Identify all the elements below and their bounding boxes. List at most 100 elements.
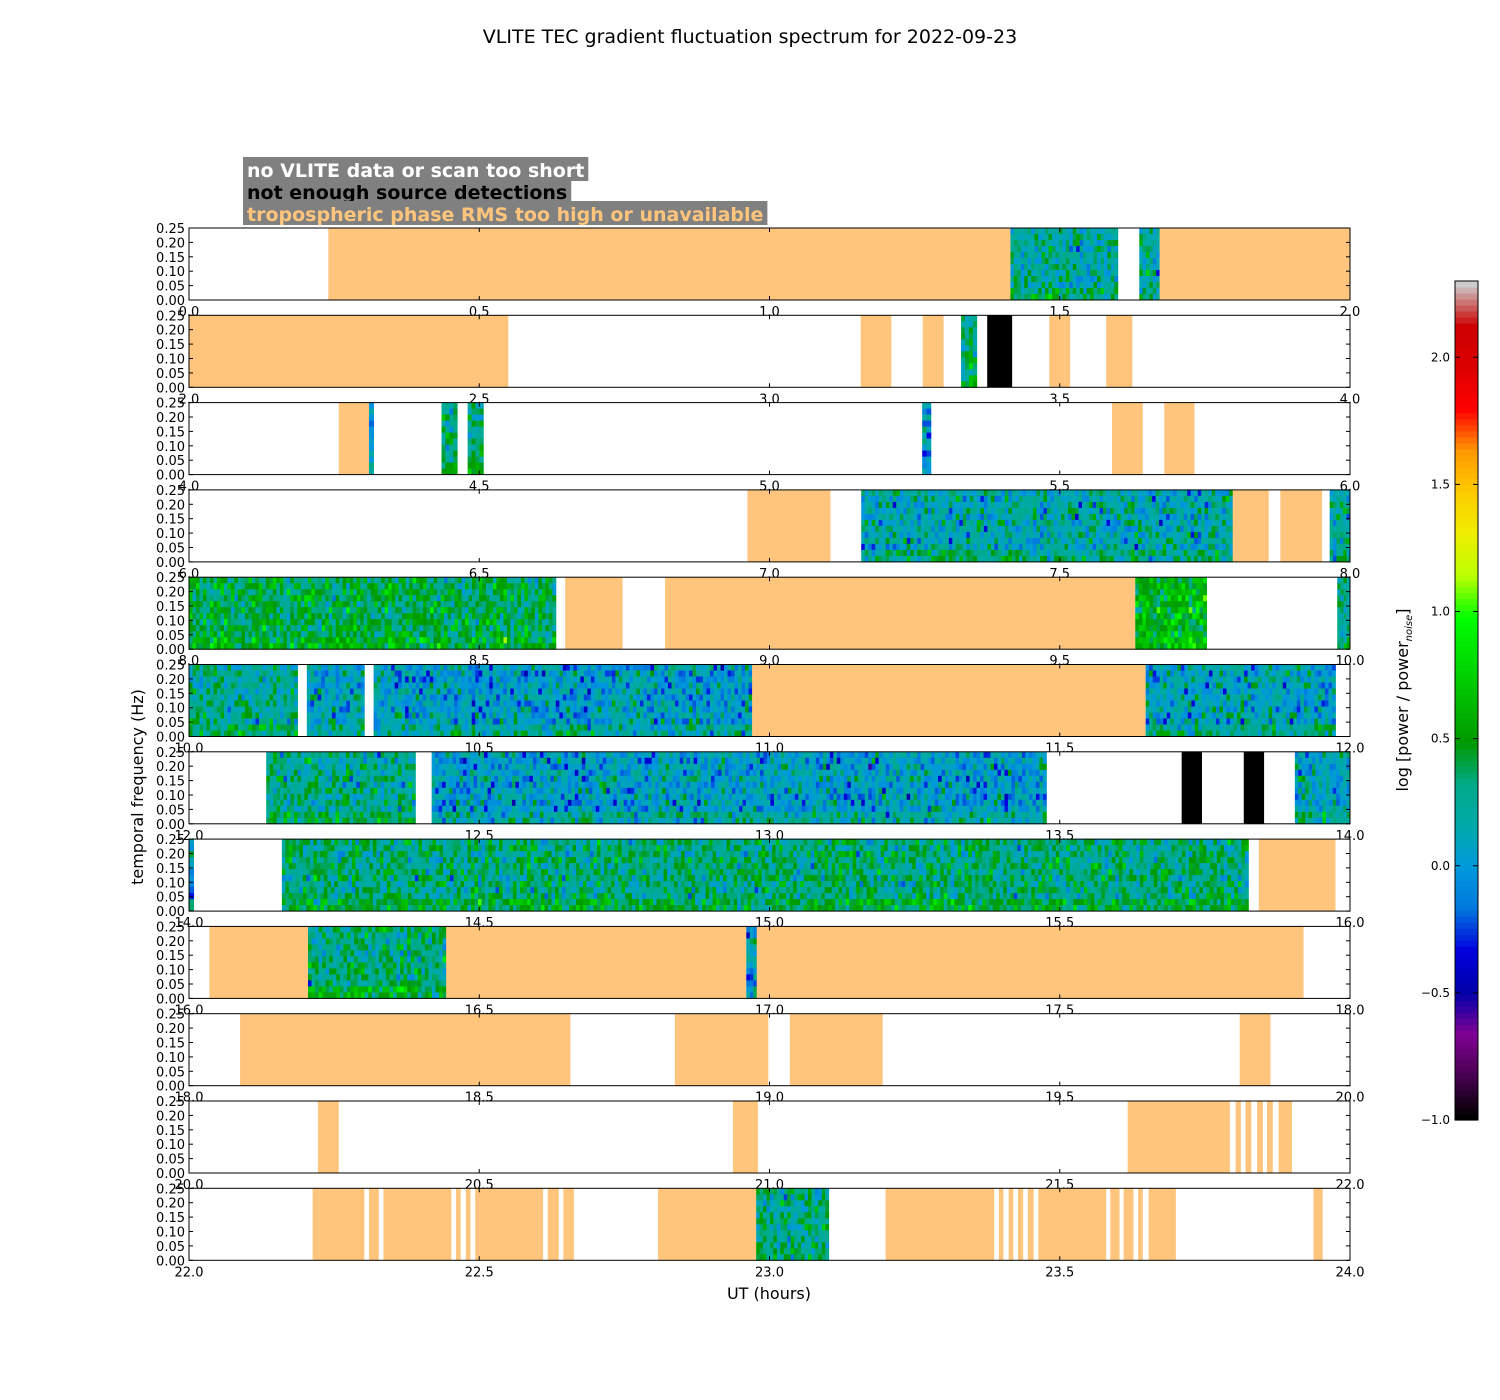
spectrum-cell	[279, 577, 284, 584]
spectrum-cell	[1343, 589, 1348, 596]
spectrum-cell	[482, 601, 487, 608]
spectrum-cell	[1201, 543, 1206, 551]
spectrum-cell	[1106, 525, 1111, 533]
spectrum-cell	[398, 670, 403, 677]
spectrum-cell	[213, 712, 218, 719]
spectrum-cell	[1017, 288, 1022, 295]
spectrum-cell	[948, 513, 953, 521]
spectrum-cell	[259, 664, 263, 671]
spectrum-cell	[443, 718, 448, 725]
spectrum-cell	[269, 619, 274, 626]
spectrum-cell	[269, 577, 274, 584]
spectrum-cell	[1149, 288, 1154, 295]
spectrum-cell	[1336, 495, 1341, 503]
spectrum-cell	[1043, 525, 1048, 533]
spectrum-cell	[1075, 537, 1079, 545]
spectrum-cell	[401, 706, 406, 713]
spectrum-cell	[451, 589, 455, 596]
spectrum-cell	[332, 583, 337, 590]
spectrum-cell	[499, 664, 504, 671]
spectrum-cell	[503, 607, 508, 614]
spectrum-cell	[903, 555, 908, 563]
spectrum-cell	[430, 637, 434, 644]
spectrum-cell	[573, 700, 578, 707]
spectrum-cell	[1135, 607, 1140, 614]
spectrum-cell	[255, 670, 260, 677]
spectrum-cell	[443, 694, 448, 701]
spectrum-cell	[471, 694, 476, 701]
spectrum-cell	[412, 730, 417, 737]
spectrum-cell	[892, 501, 897, 509]
spectrum-cell	[875, 513, 880, 521]
spectrum-cell	[377, 712, 381, 719]
spectrum-cell	[436, 718, 441, 725]
spectrum-cell	[994, 531, 999, 539]
spectrum-cell	[1329, 555, 1334, 563]
spectrum-cell	[402, 583, 407, 590]
spectrum-cell	[310, 664, 315, 671]
spectrum-cell	[244, 619, 249, 626]
spectrum-cell	[1174, 577, 1179, 584]
spectrum-cell	[903, 507, 908, 515]
spectrum-cell	[447, 706, 452, 713]
spectrum-cell	[1015, 489, 1020, 497]
spectrum-cell	[419, 664, 424, 671]
spectrum-cell	[457, 706, 462, 713]
spectrum-cell	[1195, 583, 1200, 590]
spectrum-cell	[485, 676, 490, 683]
spectrum-cell	[899, 555, 904, 563]
spectrum-cell	[314, 682, 319, 689]
spectrum-cell	[314, 595, 319, 602]
spectrum-cell	[203, 724, 207, 731]
tropo-flag-block	[1159, 228, 1350, 300]
spectrum-cell	[499, 676, 504, 683]
spectrum-cell	[1097, 246, 1101, 253]
spectrum-cell	[440, 682, 445, 689]
spectrum-cell	[203, 694, 207, 701]
spectrum-cell	[259, 682, 263, 689]
spectrum-cell	[199, 613, 204, 620]
spectrum-cell	[189, 577, 193, 584]
spectrum-cell	[1107, 264, 1112, 271]
spectrum-cell	[203, 712, 207, 719]
spectrum-cell	[1117, 489, 1121, 497]
spectrum-cell	[973, 549, 978, 557]
spectrum-cell	[517, 631, 522, 638]
spectrum-cell	[444, 595, 448, 602]
spectrum-cell	[1337, 619, 1341, 626]
spectrum-cell	[1039, 537, 1044, 545]
spectrum-cell	[1169, 525, 1174, 533]
spectrum-cell	[997, 537, 1002, 545]
spectrum-cell	[892, 537, 897, 545]
spectrum-cell	[449, 432, 454, 439]
spectrum-cell	[510, 670, 515, 677]
spectrum-cell	[419, 625, 424, 632]
spectrum-cell	[436, 670, 441, 677]
spectrum-cell	[360, 631, 365, 638]
spectrum-cell	[419, 643, 424, 650]
spectrum-cell	[1043, 507, 1048, 515]
spectrum-cell	[1085, 525, 1090, 533]
spectrum-cell	[311, 577, 316, 584]
spectrum-cell	[224, 676, 228, 683]
spectrum-cell	[920, 495, 925, 503]
spectrum-cell	[1027, 276, 1032, 283]
spectrum-cell	[892, 513, 897, 521]
spectrum-cell	[1020, 288, 1025, 295]
spectrum-cell	[349, 637, 354, 644]
spectrum-cell	[1024, 264, 1029, 271]
spectrum-cell	[416, 619, 420, 626]
spectrum-cell	[199, 700, 204, 707]
spectrum-cell	[238, 700, 242, 707]
spectrum-cell	[552, 664, 557, 671]
spectrum-cell	[1051, 264, 1056, 271]
spectrum-cell	[548, 595, 553, 602]
spectrum-cell	[1170, 625, 1175, 632]
spectrum-cell	[405, 700, 410, 707]
spectrum-cell	[1139, 288, 1144, 295]
spectrum-cell	[269, 601, 274, 608]
spectrum-cell	[433, 637, 438, 644]
spectrum-cell	[1045, 276, 1049, 283]
spectrum-cell	[356, 613, 361, 620]
spectrum-cell	[324, 664, 329, 671]
